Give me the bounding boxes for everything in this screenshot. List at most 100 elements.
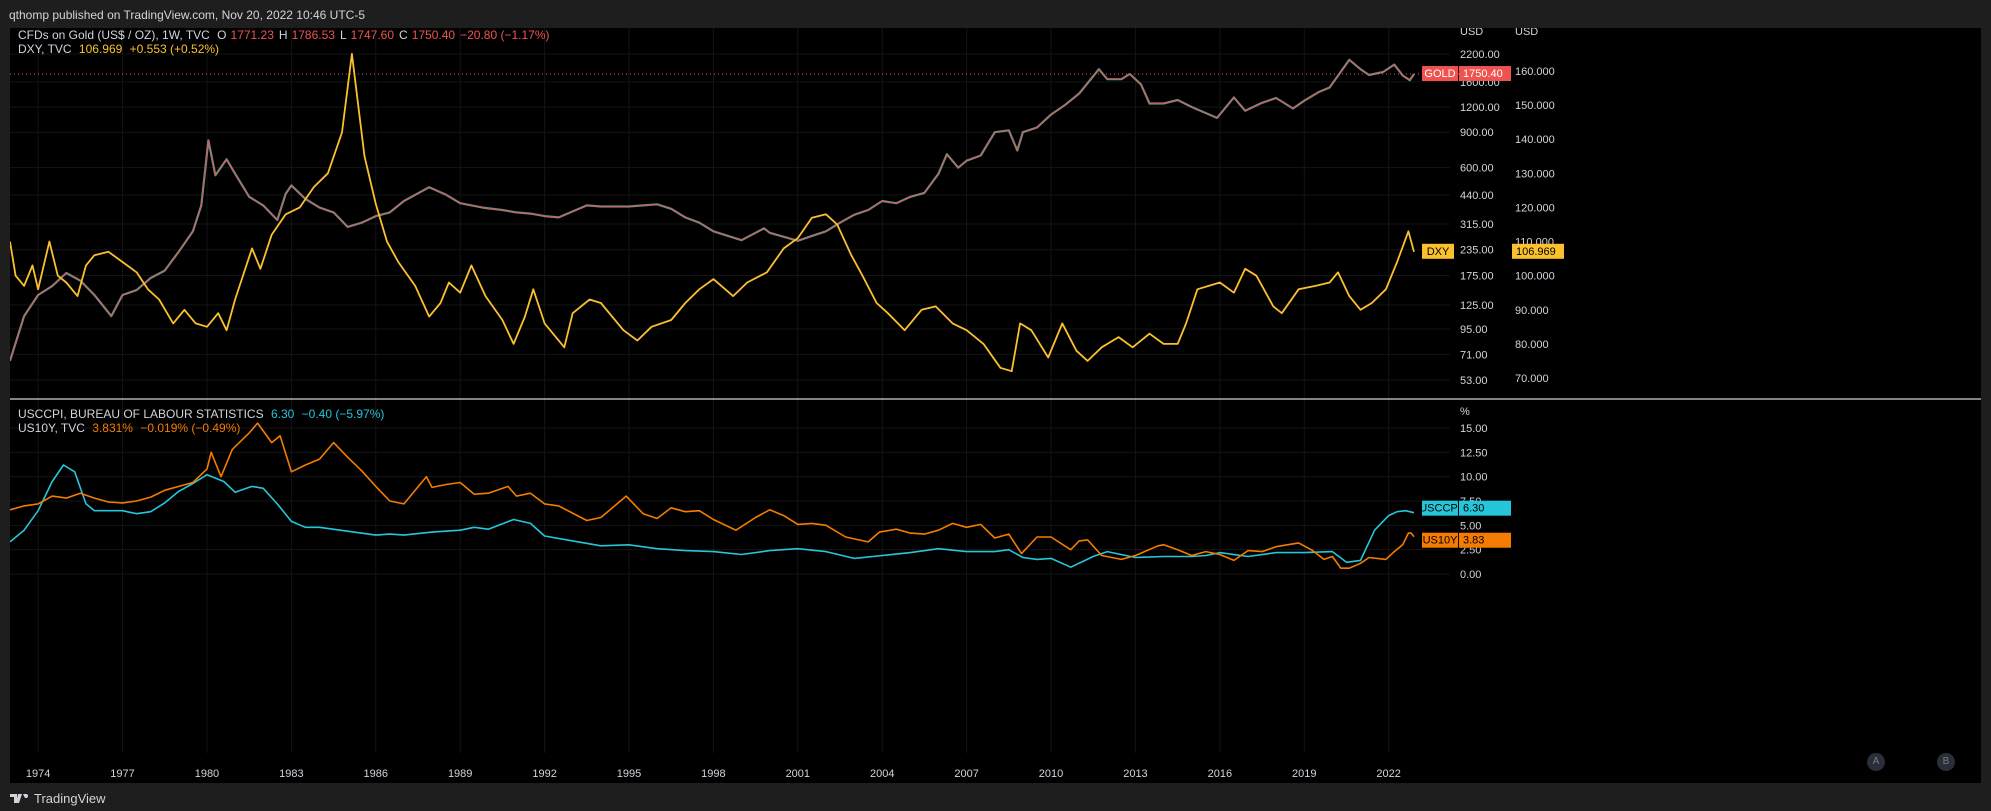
- gold-axis-tick: 53.00: [1460, 375, 1488, 387]
- x-axis-tick: 1983: [279, 768, 303, 780]
- x-axis-tick: 2010: [1039, 768, 1063, 780]
- x-axis-tick: 1986: [364, 768, 388, 780]
- gold-series-line-up: [8, 58, 1415, 362]
- x-axis-tick: 1995: [617, 768, 641, 780]
- x-axis-tick: 2022: [1376, 768, 1400, 780]
- dxy-axis-tick: 100.000: [1515, 271, 1555, 283]
- cpi-label-box: [1422, 500, 1458, 516]
- gold-series-line: [9, 59, 1415, 361]
- x-axis-tick: 1998: [701, 768, 725, 780]
- rates-axis-tick: 15.00: [1460, 423, 1488, 435]
- gold-axis-tick: 71.00: [1460, 349, 1488, 361]
- gold-c-label: C: [399, 28, 408, 42]
- dxy-tag: DXY 106.969: [1422, 243, 1564, 259]
- dxy-legend-name: DXY, TVC: [18, 42, 72, 56]
- dxy-axis-tick: 130.000: [1515, 168, 1555, 180]
- us10y-legend-name: US10Y, TVC: [18, 421, 85, 435]
- gold-axis-tick: 175.00: [1460, 270, 1494, 282]
- gold-axis-tick: 2200.00: [1460, 49, 1500, 61]
- rates-axis-tick: 12.50: [1460, 447, 1488, 459]
- gold-high: 1786.53: [291, 28, 335, 42]
- tradingview-logo[interactable]: TradingView: [10, 791, 106, 806]
- gold-low: 1747.60: [350, 28, 395, 42]
- x-axis-tick: 2019: [1292, 768, 1316, 780]
- gold-ohlc: O 1771.23 H 1786.53 L 1747.60 C 1750.40 −20.80 (…: [217, 28, 553, 42]
- dxy-price-box: [1512, 243, 1564, 259]
- tradingview-icon: [10, 793, 28, 803]
- dxy-axis-tick: 120.000: [1515, 202, 1555, 214]
- us10y-price-box: [1459, 532, 1511, 548]
- x-axis-tick: 1980: [195, 768, 219, 780]
- gold-close: 1750.40: [411, 28, 456, 42]
- dxy-axis-tick: 140.000: [1515, 134, 1555, 146]
- gold-label-box: [1422, 66, 1458, 82]
- us10y-legend-change: −0.019% (−0.49%): [140, 421, 241, 435]
- x-axis-tick: 2013: [1123, 768, 1147, 780]
- dxy-label: DXY: [1427, 246, 1450, 258]
- gold-price: 1750.40: [1463, 68, 1503, 80]
- x-axis-tick: 2001: [786, 768, 810, 780]
- dxy-axis-tick: 90.000: [1515, 305, 1549, 317]
- gold-axis-unit: USD: [1460, 28, 1483, 38]
- x-axis-tick: 1989: [448, 768, 472, 780]
- x-axis-tick: 2004: [870, 768, 894, 780]
- cpi-price-box: [1459, 500, 1511, 516]
- dxy-legend-change: +0.553 (+0.52%): [129, 42, 220, 56]
- cpi-legend-change: −0.40 (−5.97%): [301, 407, 385, 421]
- us10y-legend-value: 3.831%: [92, 421, 133, 435]
- log-scale-button[interactable]: B: [1937, 753, 1955, 771]
- x-axis-tick: 1974: [26, 768, 50, 780]
- dxy-axis-tick: 150.000: [1515, 100, 1555, 112]
- gold-l-label: L: [339, 28, 347, 42]
- cpi-legend-name: USCCPI, BUREAU OF LABOUR STATISTICS: [18, 407, 264, 421]
- gold-price-box: [1459, 66, 1511, 82]
- gold-axis-tick: 1200.00: [1460, 102, 1500, 114]
- dxy-label-box: [1422, 243, 1454, 259]
- chart-area[interactable]: USD USD% 2200.00 1600.00 1200.00 900.00 600.00…: [8, 26, 1981, 783]
- gold-o-label: O: [217, 28, 227, 42]
- gold-axis-tick: 235.00: [1460, 245, 1494, 257]
- cpi-series-line: [9, 464, 1415, 568]
- chart-canvas[interactable]: USD USD%2200.001600.001200.00900.00600.00…: [8, 26, 1981, 783]
- dxy-axis-tick: 160.000: [1515, 66, 1555, 78]
- gold-change: −20.80 (−1.17%): [460, 28, 550, 42]
- gold-axis-tick: 315.00: [1460, 219, 1494, 231]
- rates-axis-unit: %: [1460, 406, 1470, 418]
- us10y-label: US10Y: [1423, 535, 1459, 547]
- auto-scale-button[interactable]: A: [1867, 753, 1885, 771]
- dxy-axis-unit: USD: [1515, 28, 1538, 38]
- gold-open: 1771.23: [230, 28, 274, 42]
- dxy-price: 106.969: [1516, 246, 1556, 258]
- cpi-legend: USCCPI, BUREAU OF LABOUR STATISTICS 6.30…: [18, 407, 388, 421]
- us10y-label-box: [1422, 532, 1458, 548]
- gold-axis-tick: 600.00: [1460, 163, 1494, 175]
- us10y-legend: US10Y, TVC 3.831% −0.019% (−0.49%): [18, 421, 244, 435]
- rates-axis-tick: 5.00: [1460, 520, 1481, 532]
- gold-legend-name: CFDs on Gold (US$ / OZ), 1W, TVC: [18, 28, 210, 42]
- us10y-price: 3.83: [1463, 535, 1484, 547]
- gold-h-label: H: [278, 28, 288, 42]
- publish-info: qthomp published on TradingView.com, Nov…: [9, 8, 365, 22]
- publish-bar: qthomp published on TradingView.com, Nov…: [0, 0, 1991, 28]
- x-axis-tick: 1992: [532, 768, 556, 780]
- dxy-legend-value: 106.969: [78, 42, 123, 56]
- gold-legend: CFDs on Gold (US$ / OZ), 1W, TVC O 1771.2…: [18, 28, 558, 42]
- gold-axis-tick: 440.00: [1460, 190, 1494, 202]
- brand-name: TradingView: [34, 791, 106, 806]
- x-axis-tick: 1977: [110, 768, 134, 780]
- us10y-tag: US10Y 3.83: [1422, 532, 1511, 548]
- footer-bar: TradingView: [0, 783, 1991, 811]
- x-axis-tick: 2007: [954, 768, 978, 780]
- gold-tag: GOLD 1750.40: [1422, 66, 1511, 82]
- cpi-legend-value: 6.30: [270, 407, 295, 421]
- rates-axis-tick: 0.00: [1460, 569, 1481, 581]
- gold-axis-tick: 95.00: [1460, 324, 1488, 336]
- cpi-tag: USCCPI 6.30: [1419, 500, 1511, 516]
- gold-axis-tick: 125.00: [1460, 300, 1494, 312]
- dxy-axis-tick: 80.000: [1515, 339, 1549, 351]
- dxy-axis-tick: 70.000: [1515, 373, 1549, 385]
- us10y-series-line: [9, 422, 1415, 569]
- gold-label: GOLD: [1424, 68, 1455, 80]
- dxy-legend: DXY, TVC 106.969 +0.553 (+0.52%): [18, 42, 223, 56]
- rates-axis-tick: 10.00: [1460, 472, 1488, 484]
